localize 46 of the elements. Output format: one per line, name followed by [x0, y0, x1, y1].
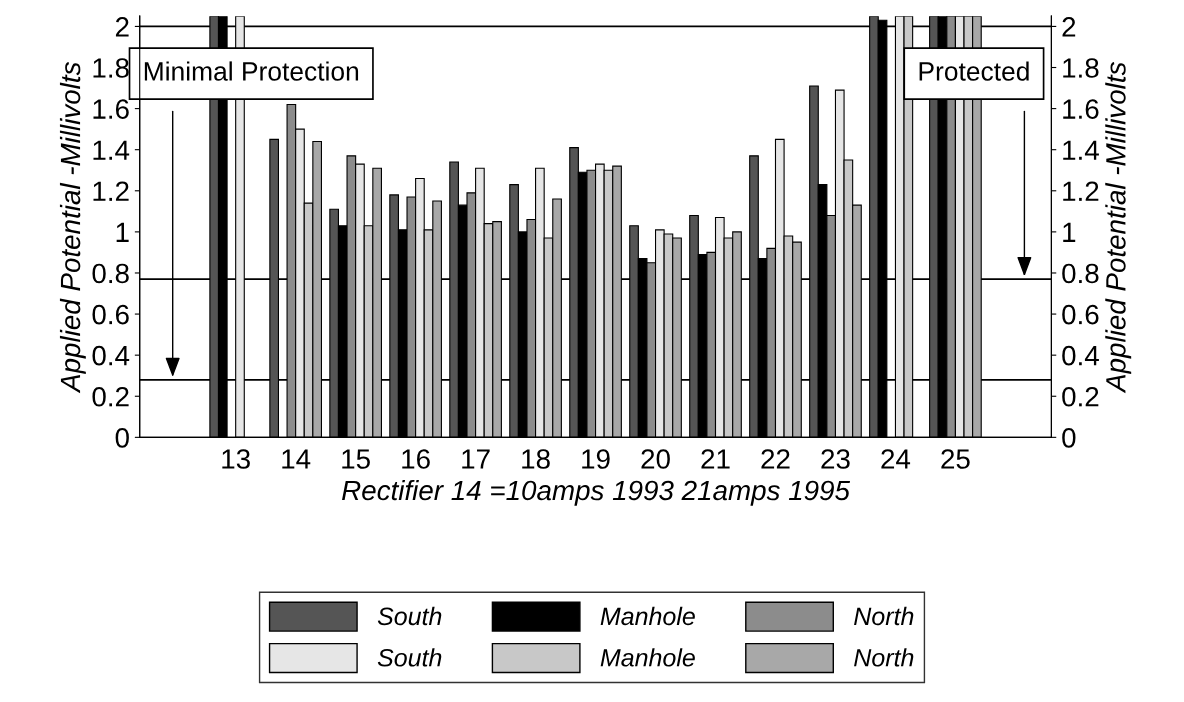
x-axis-title: Rectifier 14 =10amps 1993 21amps 1995: [342, 479, 851, 506]
y2-tick-label: 0.2: [1062, 386, 1099, 407]
x-tick-label: 15: [342, 449, 370, 469]
x-tick-label: 21: [701, 449, 730, 469]
x-tick-label: 14: [282, 449, 311, 469]
y2-tick-label: 1.4: [1063, 140, 1099, 160]
y2-tick-label: 0.6: [1062, 304, 1099, 325]
legend-label: Manhole: [600, 606, 695, 626]
legend-label: North: [854, 606, 914, 626]
y2-axis-title: Applied Potential -Millivolts: [1105, 62, 1132, 394]
y2-tick-label: 1.6: [1063, 99, 1099, 119]
y-tick-label: 0: [115, 428, 129, 448]
y2-tick-label: 2: [1062, 17, 1076, 37]
x-tick-label: 13: [222, 449, 250, 469]
annotation: Protected: [919, 61, 1029, 81]
y-tick-label: 0.4: [92, 345, 130, 366]
y-tick-label: 1.6: [93, 99, 129, 119]
x-tick-label: 17: [462, 449, 490, 469]
x-tick-label: 24: [881, 449, 911, 469]
legend-label: South: [377, 648, 442, 667]
y2-tick-label: 1: [1063, 222, 1076, 242]
y-tick-label: 2: [115, 17, 129, 37]
x-tick-label: 18: [522, 449, 550, 469]
x-tick-label: 20: [641, 449, 670, 469]
y-axis-title: Applied Potential -Millivolts: [59, 62, 86, 394]
x-tick-label: 22: [761, 449, 790, 469]
y2-tick-label: 1.8: [1063, 58, 1099, 78]
legend-label: North: [854, 648, 914, 667]
y-tick-label: 0.2: [92, 386, 129, 407]
legend-label: Manhole: [600, 648, 695, 667]
y-tick-label: 1: [116, 222, 129, 242]
annotation: Minimal Protection: [144, 61, 359, 81]
y2-tick-label: 0: [1062, 428, 1076, 448]
y2-tick-label: 1.2: [1063, 181, 1099, 201]
y2-tick-label: 0.8: [1062, 263, 1099, 284]
y-tick-label: 1.4: [93, 140, 130, 160]
x-tick-label: 16: [402, 449, 430, 469]
x-tick-label: 23: [821, 449, 850, 469]
y2-tick-label: 0.4: [1062, 345, 1099, 366]
y-tick-label: 1.8: [93, 58, 129, 78]
y-tick-label: 1.2: [93, 181, 129, 201]
legend-label: South: [377, 606, 442, 626]
y-tick-label: 0.8: [92, 263, 129, 284]
y-tick-label: 0.6: [92, 304, 129, 325]
x-tick-label: 25: [941, 449, 970, 469]
x-tick-label: 19: [582, 449, 610, 469]
